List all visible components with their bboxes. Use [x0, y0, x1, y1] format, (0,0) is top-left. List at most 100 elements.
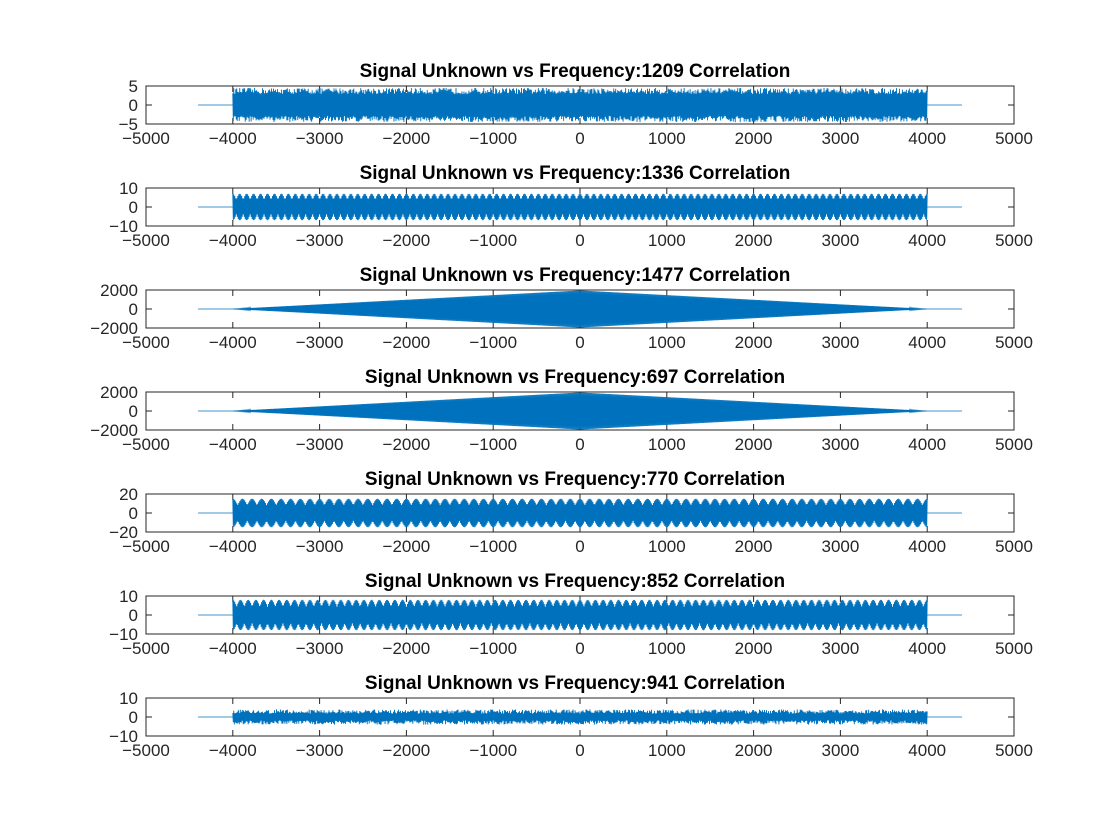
subplot-title: Signal Unknown vs Frequency:1336 Correla… — [360, 163, 791, 184]
x-tick-label: −5000 — [122, 435, 170, 454]
x-tick-label: −3000 — [296, 129, 344, 148]
x-tick-label: 4000 — [908, 639, 946, 658]
x-tick-label: −4000 — [209, 537, 257, 556]
y-tick-label: −10 — [109, 217, 138, 236]
x-tick-label: −4000 — [209, 231, 257, 250]
x-tick-label: 3000 — [821, 435, 859, 454]
x-tick-label: −3000 — [296, 333, 344, 352]
x-tick-label: −2000 — [383, 537, 431, 556]
x-tick-label: 5000 — [995, 741, 1033, 760]
series-line — [232, 392, 928, 430]
y-tick-label: 0 — [129, 708, 138, 727]
y-tick-label: 20 — [119, 485, 138, 504]
x-tick-label: −4000 — [209, 741, 257, 760]
y-tick-label: 10 — [119, 689, 138, 708]
x-tick-label: −2000 — [383, 129, 431, 148]
x-tick-label: −4000 — [209, 639, 257, 658]
y-tick-label: 10 — [119, 179, 138, 198]
x-tick-label: 3000 — [821, 741, 859, 760]
x-tick-label: 3000 — [821, 231, 859, 250]
x-tick-label: −5000 — [122, 231, 170, 250]
y-tick-label: −2000 — [90, 421, 138, 440]
x-tick-label: 0 — [575, 333, 584, 352]
y-tick-label: 0 — [129, 198, 138, 217]
x-tick-label: −4000 — [209, 333, 257, 352]
subplot-title: Signal Unknown vs Frequency:770 Correlat… — [365, 469, 785, 490]
x-tick-label: −1000 — [469, 741, 517, 760]
x-tick-label: 2000 — [735, 639, 773, 658]
series-line — [232, 87, 928, 123]
x-tick-label: 2000 — [735, 231, 773, 250]
x-tick-label: 5000 — [995, 639, 1033, 658]
x-tick-label: 4000 — [908, 537, 946, 556]
x-tick-label: 0 — [575, 741, 584, 760]
x-tick-label: −3000 — [296, 741, 344, 760]
x-tick-label: −4000 — [209, 435, 257, 454]
x-tick-label: −3000 — [296, 639, 344, 658]
x-tick-label: −5000 — [122, 333, 170, 352]
x-tick-label: −2000 — [383, 231, 431, 250]
x-tick-label: −5000 — [122, 741, 170, 760]
x-tick-label: −1000 — [469, 639, 517, 658]
x-tick-label: −2000 — [383, 741, 431, 760]
x-tick-label: −2000 — [383, 639, 431, 658]
x-tick-label: 5000 — [995, 537, 1033, 556]
x-tick-label: 0 — [575, 129, 584, 148]
x-tick-label: −3000 — [296, 435, 344, 454]
x-tick-label: 2000 — [735, 435, 773, 454]
x-tick-label: 0 — [575, 639, 584, 658]
series-line — [232, 498, 928, 528]
x-tick-label: 1000 — [648, 129, 686, 148]
y-tick-label: 0 — [129, 96, 138, 115]
x-tick-label: 1000 — [648, 231, 686, 250]
x-tick-label: 5000 — [995, 333, 1033, 352]
x-tick-label: 0 — [575, 435, 584, 454]
x-tick-label: 2000 — [735, 537, 773, 556]
y-tick-label: 2000 — [100, 383, 138, 402]
subplot-title: Signal Unknown vs Frequency:1209 Correla… — [360, 61, 791, 82]
x-tick-label: 2000 — [735, 333, 773, 352]
series-line — [232, 290, 928, 328]
y-tick-label: 0 — [129, 300, 138, 319]
subplot-title: Signal Unknown vs Frequency:852 Correlat… — [365, 571, 785, 592]
x-tick-label: −1000 — [469, 537, 517, 556]
x-tick-label: 3000 — [821, 537, 859, 556]
y-tick-label: 10 — [119, 587, 138, 606]
y-tick-label: −20 — [109, 523, 138, 542]
y-tick-label: −10 — [109, 625, 138, 644]
x-tick-label: 1000 — [648, 639, 686, 658]
x-tick-label: 5000 — [995, 129, 1033, 148]
subplot-4: Signal Unknown vs Frequency:697 Correlat… — [90, 367, 1033, 454]
x-tick-label: −1000 — [469, 333, 517, 352]
x-tick-label: −2000 — [383, 333, 431, 352]
subplot-5: Signal Unknown vs Frequency:770 Correlat… — [109, 469, 1033, 556]
subplot-title: Signal Unknown vs Frequency:941 Correlat… — [365, 673, 785, 694]
x-tick-label: 5000 — [995, 231, 1033, 250]
x-tick-label: 4000 — [908, 333, 946, 352]
subplot-6: Signal Unknown vs Frequency:852 Correlat… — [109, 571, 1033, 658]
series-line — [232, 709, 928, 725]
x-tick-label: 4000 — [908, 231, 946, 250]
x-tick-label: −5000 — [122, 129, 170, 148]
x-tick-label: 4000 — [908, 129, 946, 148]
x-tick-label: 2000 — [735, 741, 773, 760]
x-tick-label: −3000 — [296, 537, 344, 556]
x-tick-label: 1000 — [648, 741, 686, 760]
x-tick-label: −1000 — [469, 231, 517, 250]
subplot-2: Signal Unknown vs Frequency:1336 Correla… — [109, 163, 1033, 250]
x-tick-label: 3000 — [821, 333, 859, 352]
x-tick-label: 0 — [575, 537, 584, 556]
x-tick-label: −1000 — [469, 435, 517, 454]
x-tick-label: 3000 — [821, 129, 859, 148]
subplot-title: Signal Unknown vs Frequency:697 Correlat… — [365, 367, 785, 388]
y-tick-label: −2000 — [90, 319, 138, 338]
x-tick-label: 4000 — [908, 741, 946, 760]
subplot-7: Signal Unknown vs Frequency:941 Correlat… — [109, 673, 1033, 760]
x-tick-label: −5000 — [122, 537, 170, 556]
subplot-title: Signal Unknown vs Frequency:1477 Correla… — [360, 265, 791, 286]
x-tick-label: 5000 — [995, 435, 1033, 454]
y-tick-label: 5 — [129, 77, 138, 96]
x-tick-label: 1000 — [648, 435, 686, 454]
x-tick-label: 1000 — [648, 333, 686, 352]
